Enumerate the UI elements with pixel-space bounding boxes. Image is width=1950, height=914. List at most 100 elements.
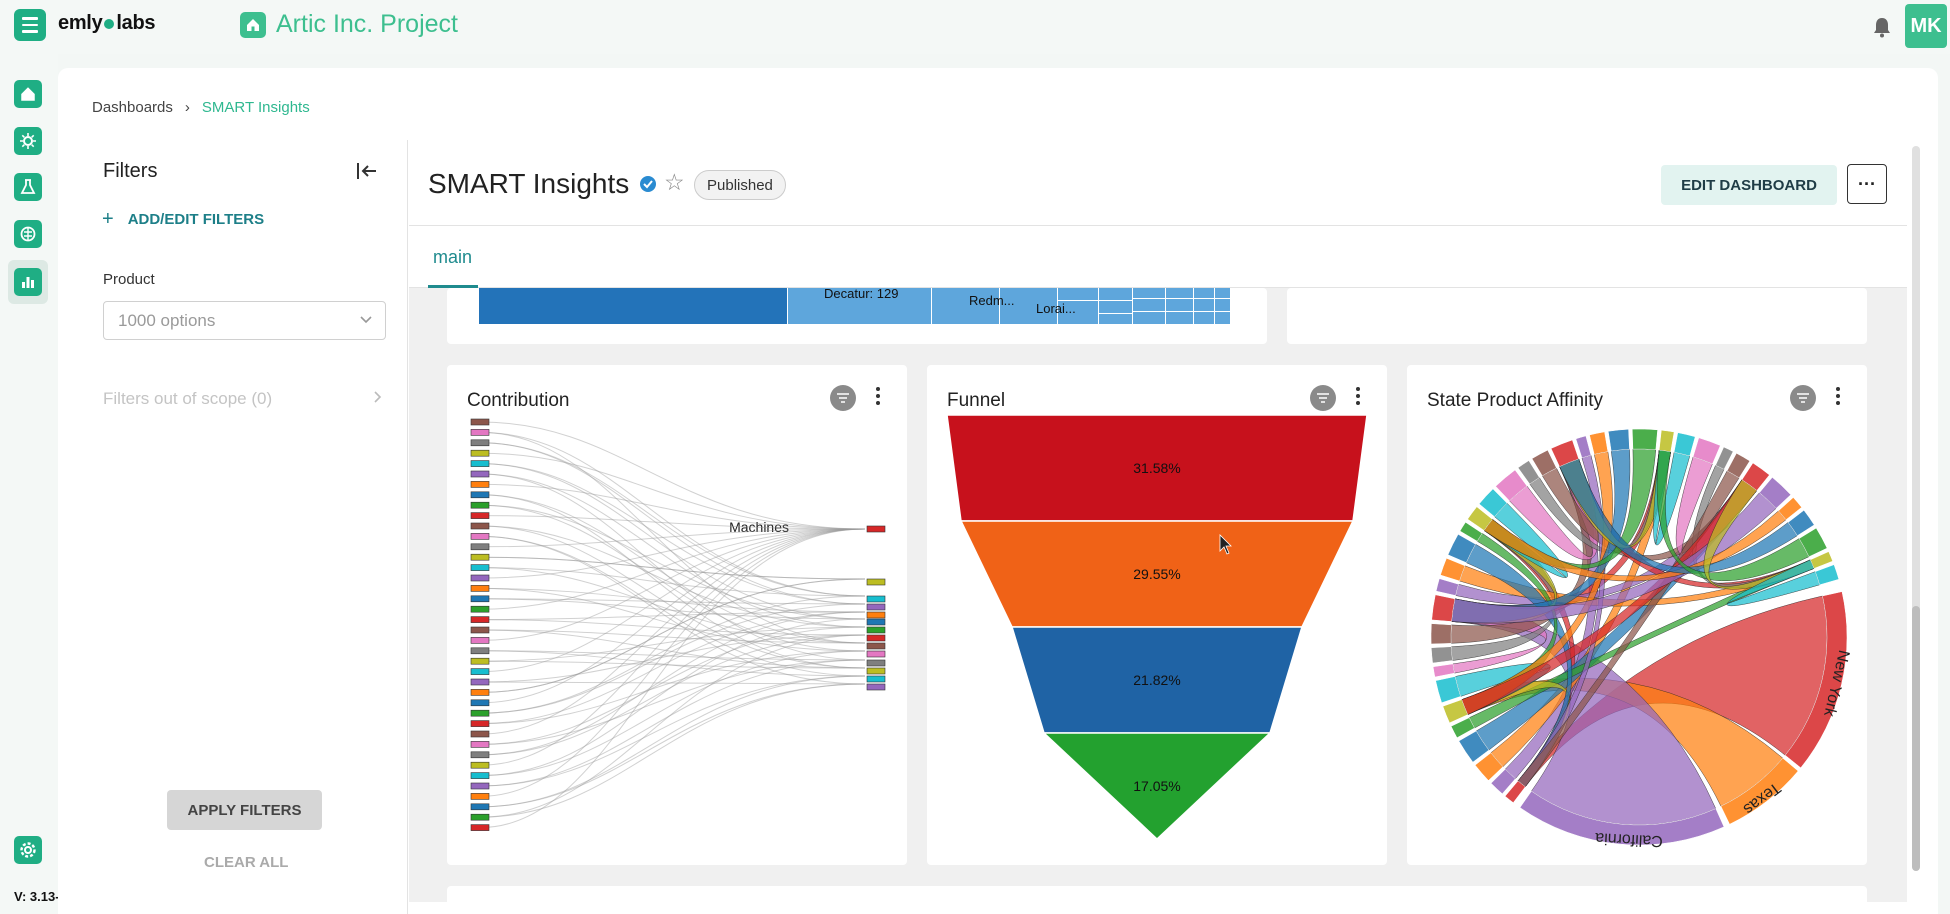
dashboard-header: SMART Insights ☆ Published EDIT DASHBOAR…	[409, 140, 1907, 226]
sankey-target-node	[866, 618, 886, 626]
sankey-links	[479, 421, 866, 829]
chord-arc	[1673, 432, 1696, 457]
sankey-source-node	[470, 418, 490, 426]
chord-arc	[1715, 446, 1734, 470]
chord-arc	[1658, 429, 1675, 452]
project-title: Artic Inc. Project	[276, 10, 458, 38]
sankey-link	[479, 629, 866, 644]
sankey-link	[479, 473, 866, 628]
apply-filters-button[interactable]: APPLY FILTERS	[167, 790, 322, 830]
sankey-source-node	[470, 512, 490, 519]
sankey-link	[479, 483, 866, 530]
sankey-link	[479, 431, 866, 644]
chord-arc	[1784, 591, 1848, 769]
filter-icon[interactable]	[1790, 385, 1816, 411]
sankey-target-node	[866, 667, 886, 675]
filters-out-of-scope[interactable]: Filters out of scope (0)	[103, 389, 383, 409]
clear-all-button[interactable]: CLEAR ALL	[204, 854, 289, 871]
sankey-source-node	[470, 761, 490, 769]
dashboard-tabs: main	[409, 226, 1907, 288]
treemap-label-decatur: Decatur: 129	[824, 288, 898, 301]
kebab-menu-icon[interactable]	[876, 387, 880, 405]
chord-arc	[1495, 469, 1528, 502]
chord-arc	[1435, 676, 1461, 704]
chord-arc	[1450, 717, 1475, 739]
sankey-source-node	[470, 647, 490, 655]
sankey-link	[479, 611, 866, 621]
sankey-link	[479, 504, 866, 652]
sankey-link	[479, 603, 866, 714]
sankey-link	[479, 528, 866, 641]
sankey-link	[479, 634, 866, 818]
chord-arc	[1442, 699, 1469, 724]
chevron-down-icon	[359, 312, 373, 328]
sankey-link	[479, 650, 866, 677]
verified-icon	[639, 175, 657, 198]
star-icon[interactable]: ☆	[664, 169, 685, 195]
breadcrumb-dashboards[interactable]: Dashboards	[92, 99, 173, 116]
sankey-source-node	[470, 720, 490, 727]
sankey-source-node	[470, 813, 490, 821]
sankey-link	[479, 659, 866, 745]
sankey-source-node	[470, 543, 490, 551]
nav-home-icon[interactable]	[10, 76, 46, 112]
bell-icon[interactable]	[1872, 16, 1892, 43]
more-options-button[interactable]: ···	[1847, 164, 1887, 204]
sankey-link	[479, 431, 866, 597]
nav-dashboard-icon[interactable]	[8, 260, 48, 304]
chord-arc	[1431, 646, 1453, 664]
chord-arc	[1432, 663, 1455, 678]
breadcrumb: Dashboards › SMART Insights	[92, 99, 310, 116]
sankey-link	[479, 650, 866, 725]
sankey-link	[479, 515, 866, 530]
sankey-link	[479, 611, 866, 756]
scrollbar-thumb[interactable]	[1912, 606, 1920, 871]
sankey-source-node	[470, 782, 490, 790]
collapse-icon[interactable]	[356, 162, 378, 185]
sankey-source-node	[470, 730, 490, 738]
filter-icon[interactable]	[1310, 385, 1336, 411]
kebab-menu-icon[interactable]	[1356, 387, 1360, 405]
chord-arc	[1517, 460, 1540, 485]
tab-main[interactable]: main	[433, 247, 473, 267]
project-name[interactable]: Artic Inc. Project	[240, 10, 458, 39]
sankey-target-node	[866, 675, 886, 683]
funnel-card: Funnel 31.58% 29.55% 21.82% 17.05%	[927, 365, 1387, 865]
app-logo[interactable]: emly labs	[58, 12, 156, 35]
sankey-source-node	[470, 709, 490, 717]
sankey-link	[479, 504, 866, 620]
product-filter-select[interactable]: 1000 options	[103, 301, 386, 340]
sankey-source-node	[470, 678, 490, 686]
page-scrollbar[interactable]	[1912, 146, 1920, 871]
nav-flask-icon[interactable]	[10, 169, 46, 205]
add-edit-filters-button[interactable]: + ADD/EDIT FILTERS	[102, 208, 264, 231]
sankey-target-node	[866, 578, 886, 586]
user-avatar[interactable]: MK	[1905, 4, 1947, 48]
sankey-link	[479, 626, 866, 745]
menu-icon[interactable]	[14, 9, 46, 41]
nav-settings-icon[interactable]	[10, 832, 46, 868]
product-filter-label: Product	[103, 271, 155, 288]
home-icon	[240, 11, 266, 38]
affinity-card: State Product Affinity New York Texas Cali…	[1407, 365, 1867, 865]
sankey-link	[479, 528, 866, 548]
nav-insights-icon[interactable]	[10, 123, 46, 159]
sankey-link	[479, 683, 866, 808]
sankey-link	[479, 683, 866, 818]
treemap-cell	[932, 288, 999, 324]
kebab-menu-icon[interactable]	[1836, 387, 1840, 405]
filter-icon[interactable]	[830, 385, 856, 411]
sankey-link	[479, 659, 866, 787]
chord-arc	[1778, 497, 1802, 521]
edit-dashboard-button[interactable]: EDIT DASHBOARD	[1661, 165, 1837, 205]
sankey-target-node	[866, 650, 886, 658]
sankey-link	[479, 525, 866, 669]
chord-arc	[1589, 431, 1609, 455]
sankey-source-node	[470, 439, 490, 447]
sankey-link	[479, 535, 866, 677]
status-badge: Published	[694, 170, 786, 200]
nav-brain-icon[interactable]	[10, 216, 46, 252]
sankey-source-node	[470, 533, 490, 540]
sankey-target-node	[866, 611, 886, 619]
